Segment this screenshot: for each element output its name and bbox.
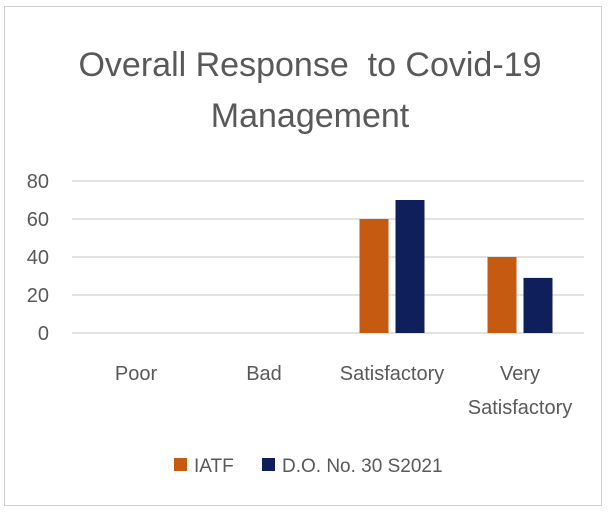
legend-swatch <box>262 458 275 471</box>
y-tick-label: 80 <box>27 171 49 193</box>
chart-title-line: Overall Response to Covid-19 <box>78 46 541 84</box>
legend-label: IATF <box>194 456 234 477</box>
x-category-label: Poor <box>115 363 158 385</box>
chart-title-line: Management <box>211 97 410 135</box>
x-axis-category-labels: Poor Bad Satisfactory Very Satisfactory <box>115 363 572 419</box>
bars <box>359 200 553 333</box>
legend-swatch <box>174 458 187 471</box>
y-tick-label: 20 <box>27 285 49 307</box>
y-tick-label: 60 <box>27 209 49 231</box>
legend-label: D.O. No. 30 S2021 <box>282 456 443 477</box>
bar-d-o-no-30-s2021-very-satisfactory <box>523 277 553 333</box>
chart-frame <box>4 6 602 506</box>
bar-iatf-satisfactory <box>359 219 389 333</box>
x-category-label: Bad <box>246 363 282 385</box>
bar-d-o-no-30-s2021-satisfactory <box>395 200 425 333</box>
legend: IATF D.O. No. 30 S2021 <box>174 456 443 477</box>
chart-title: Overall Response to Covid-19 Management <box>78 46 541 135</box>
y-tick-label: 40 <box>27 247 49 269</box>
x-category-label: Satisfactory <box>468 397 572 419</box>
x-category-label: Satisfactory <box>340 363 444 385</box>
bar-iatf-very-satisfactory <box>487 257 517 333</box>
y-axis-tick-labels: 0 20 40 60 80 <box>27 171 49 345</box>
x-category-label: Very <box>500 363 540 385</box>
y-tick-label: 0 <box>38 323 49 345</box>
